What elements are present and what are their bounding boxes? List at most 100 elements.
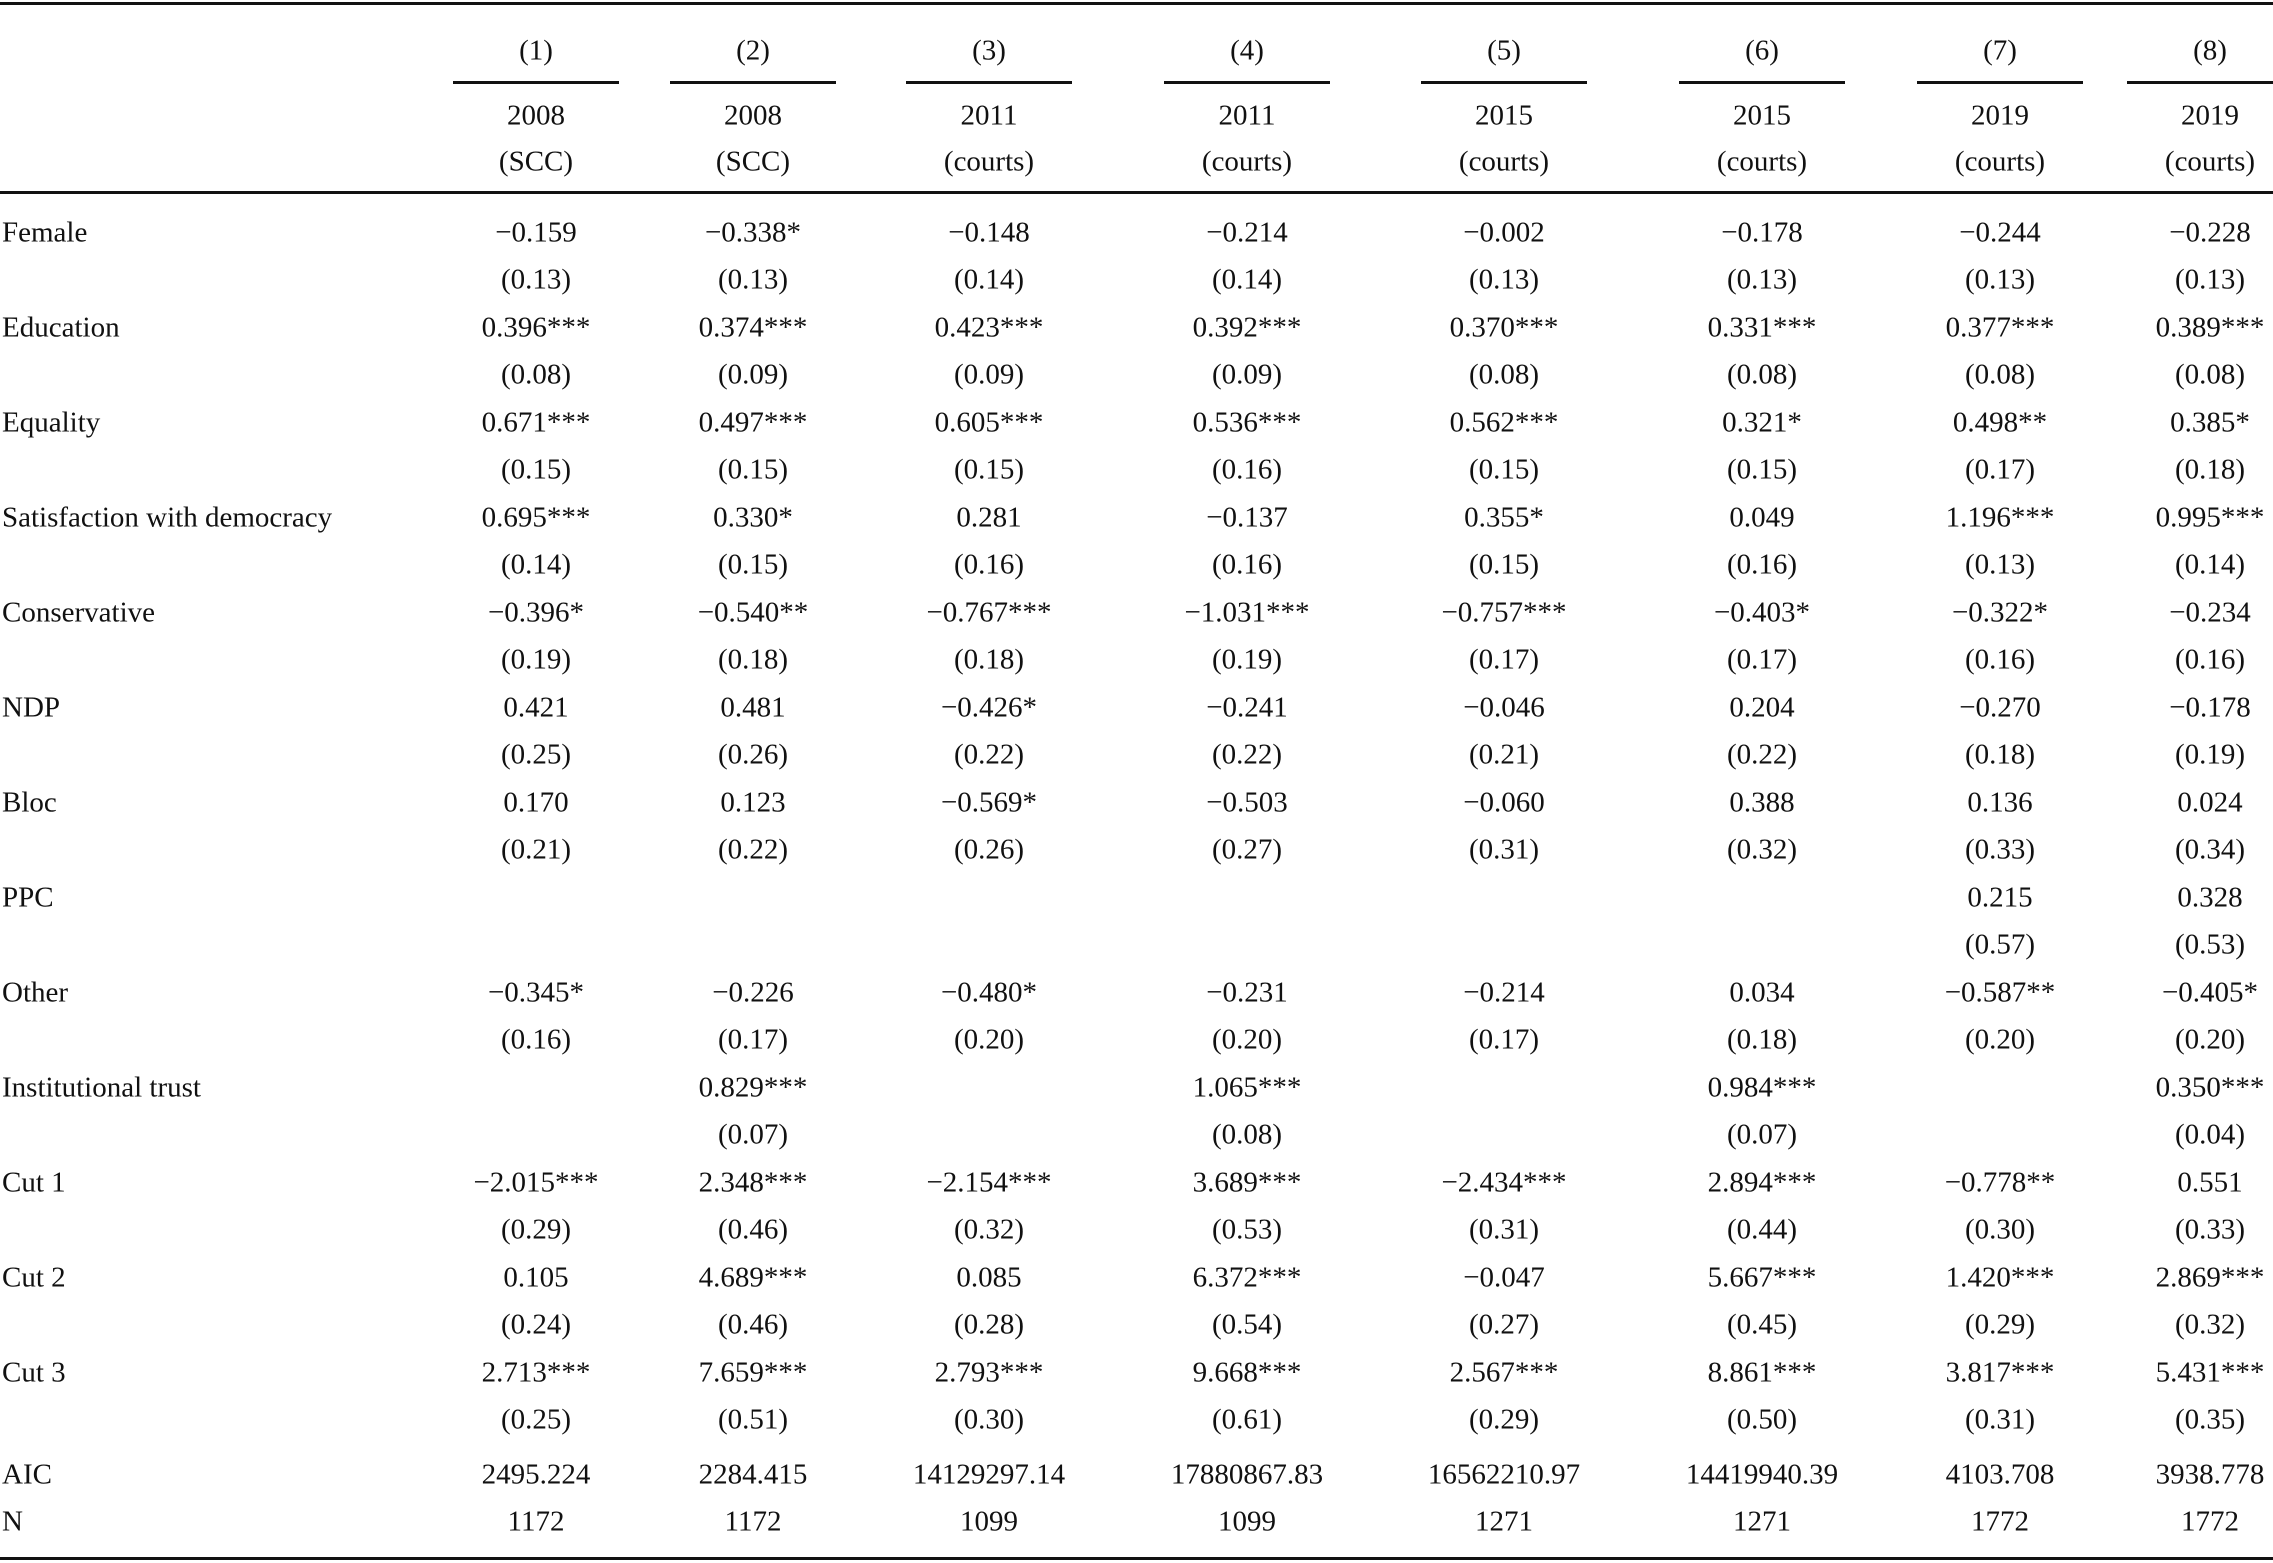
column-year: 2015 xyxy=(1733,99,1791,132)
estimate: 0.389*** xyxy=(2155,311,2265,344)
estimate: 0.536*** xyxy=(1192,406,1302,439)
estimate: −0.345* xyxy=(487,976,585,1009)
column-number: (6) xyxy=(1745,34,1779,67)
estimate: 8.861*** xyxy=(1707,1356,1817,1389)
estimate: 5.667*** xyxy=(1707,1261,1817,1294)
stat-value: 17880867.83 xyxy=(1170,1458,1324,1491)
std-error: (0.26) xyxy=(717,738,789,771)
std-error: (0.13) xyxy=(2174,263,2246,296)
row-label: Female xyxy=(2,216,88,249)
std-error: (0.18) xyxy=(717,643,789,676)
column-underline xyxy=(906,81,1072,84)
row-label: Cut 3 xyxy=(2,1356,66,1389)
std-error: (0.07) xyxy=(717,1118,789,1151)
estimate: 1.196*** xyxy=(1945,501,2055,534)
std-error: (0.17) xyxy=(1468,1023,1540,1056)
stat-value: 4103.708 xyxy=(1945,1458,2055,1491)
estimate: −0.060 xyxy=(1463,786,1545,819)
column-sample: (courts) xyxy=(1954,145,2046,178)
std-error: (0.16) xyxy=(500,1023,572,1056)
estimate: 0.385* xyxy=(2170,406,2250,439)
std-error: (0.15) xyxy=(953,453,1025,486)
std-error: (0.22) xyxy=(717,833,789,866)
std-error: (0.46) xyxy=(717,1213,789,1246)
estimate: −0.767*** xyxy=(926,596,1052,629)
std-error: (0.13) xyxy=(1468,263,1540,296)
column-year: 2019 xyxy=(1971,99,2029,132)
estimate: 3.689*** xyxy=(1192,1166,1302,1199)
column-number: (8) xyxy=(2193,34,2227,67)
estimate: −0.338* xyxy=(704,216,802,249)
estimate: 2.793*** xyxy=(934,1356,1044,1389)
row-label: PPC xyxy=(2,881,54,914)
std-error: (0.30) xyxy=(1964,1213,2036,1246)
estimate: 3.817*** xyxy=(1945,1356,2055,1389)
std-error: (0.20) xyxy=(1211,1023,1283,1056)
std-error: (0.18) xyxy=(953,643,1025,676)
std-error: (0.57) xyxy=(1964,928,2036,961)
estimate: −2.434*** xyxy=(1441,1166,1567,1199)
estimate: 0.328 xyxy=(2177,881,2243,914)
column-year: 2011 xyxy=(1218,99,1276,132)
bottom-rule xyxy=(0,1557,2273,1560)
estimate: 0.497*** xyxy=(698,406,808,439)
estimate: 0.330* xyxy=(713,501,793,534)
std-error: (0.53) xyxy=(2174,928,2246,961)
stat-label: N xyxy=(2,1505,23,1538)
estimate: 0.281 xyxy=(956,501,1022,534)
std-error: (0.30) xyxy=(953,1403,1025,1436)
estimate: −0.244 xyxy=(1959,216,2041,249)
column-year: 2019 xyxy=(2181,99,2239,132)
std-error: (0.21) xyxy=(500,833,572,866)
stat-label: AIC xyxy=(2,1458,52,1491)
estimate: −0.540** xyxy=(697,596,809,629)
std-error: (0.32) xyxy=(953,1213,1025,1246)
std-error: (0.16) xyxy=(1726,548,1798,581)
column-year: 2015 xyxy=(1475,99,1533,132)
row-label: Other xyxy=(2,976,69,1009)
estimate: 0.423*** xyxy=(934,311,1044,344)
estimate: 0.355* xyxy=(1464,501,1544,534)
column-sample: (SCC) xyxy=(715,145,791,178)
std-error: (0.29) xyxy=(1964,1308,2036,1341)
std-error: (0.19) xyxy=(2174,738,2246,771)
estimate: −2.015*** xyxy=(473,1166,599,1199)
std-error: (0.22) xyxy=(1726,738,1798,771)
std-error: (0.16) xyxy=(953,548,1025,581)
estimate: 2.567*** xyxy=(1449,1356,1559,1389)
std-error: (0.44) xyxy=(1726,1213,1798,1246)
stat-value: 2284.415 xyxy=(698,1458,808,1491)
std-error: (0.32) xyxy=(1726,833,1798,866)
std-error: (0.07) xyxy=(1726,1118,1798,1151)
estimate: 0.034 xyxy=(1729,976,1795,1009)
std-error: (0.21) xyxy=(1468,738,1540,771)
estimate: 0.377*** xyxy=(1945,311,2055,344)
estimate: 0.085 xyxy=(956,1261,1022,1294)
std-error: (0.17) xyxy=(1726,643,1798,676)
estimate: 0.421 xyxy=(503,691,569,724)
estimate: 1.065*** xyxy=(1192,1071,1302,1104)
column-underline xyxy=(1164,81,1330,84)
estimate: −0.322* xyxy=(1951,596,2049,629)
std-error: (0.31) xyxy=(1468,833,1540,866)
column-number: (1) xyxy=(519,34,553,67)
std-error: (0.46) xyxy=(717,1308,789,1341)
estimate: −0.231 xyxy=(1206,976,1288,1009)
std-error: (0.27) xyxy=(1468,1308,1540,1341)
row-label: Institutional trust xyxy=(2,1071,201,1104)
std-error: (0.31) xyxy=(1964,1403,2036,1436)
std-error: (0.17) xyxy=(1468,643,1540,676)
row-label: Bloc xyxy=(2,786,57,819)
std-error: (0.26) xyxy=(953,833,1025,866)
estimate: 0.498** xyxy=(1952,406,2048,439)
column-year: 2008 xyxy=(507,99,565,132)
estimate: 0.695*** xyxy=(481,501,591,534)
std-error: (0.54) xyxy=(1211,1308,1283,1341)
estimate: −0.002 xyxy=(1463,216,1545,249)
estimate: −0.178 xyxy=(1721,216,1803,249)
std-error: (0.08) xyxy=(2174,358,2246,391)
column-sample: (courts) xyxy=(2164,145,2256,178)
estimate: −0.480* xyxy=(940,976,1038,1009)
std-error: (0.04) xyxy=(2174,1118,2246,1151)
std-error: (0.33) xyxy=(1964,833,2036,866)
